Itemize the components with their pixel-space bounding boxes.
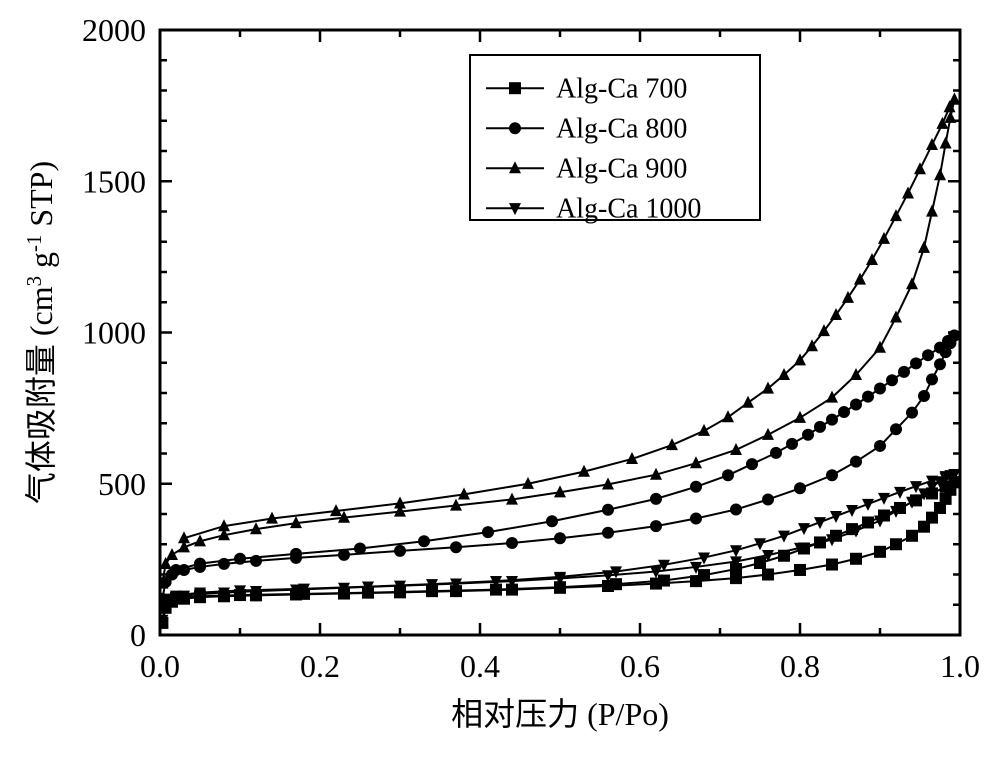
svg-text:1000: 1000: [82, 315, 146, 351]
legend-label: Alg-Ca 900: [556, 154, 687, 185]
svg-text:1.0: 1.0: [940, 648, 980, 684]
legend-label: Alg-Ca 800: [556, 114, 687, 145]
svg-text:0.0: 0.0: [140, 648, 180, 684]
svg-text:2000: 2000: [82, 12, 146, 48]
isotherm-chart: 0.0 0.2 0.4 0.6 0.8 1.0 0 500 1000 1500 2000 相对压力 (…: [0, 0, 1000, 757]
svg-text:0.2: 0.2: [300, 648, 340, 684]
svg-text:500: 500: [98, 466, 146, 502]
legend-label: Alg-Ca 1000: [556, 194, 701, 225]
svg-text:0.8: 0.8: [780, 648, 820, 684]
svg-text:1500: 1500: [82, 163, 146, 199]
svg-text:0.6: 0.6: [620, 648, 660, 684]
legend-label: Alg-Ca 700: [556, 74, 687, 105]
svg-text:0: 0: [130, 617, 146, 653]
x-axis-label: 相对压力 (P/Po): [451, 696, 669, 732]
legend: Alg-Ca 700 Alg-Ca 800 Alg-Ca 900 Alg-Ca 100…: [470, 55, 760, 225]
svg-text:0.4: 0.4: [460, 648, 500, 684]
y-axis-label: 气体吸附量 (cm3 g-1 STP): [23, 161, 60, 504]
